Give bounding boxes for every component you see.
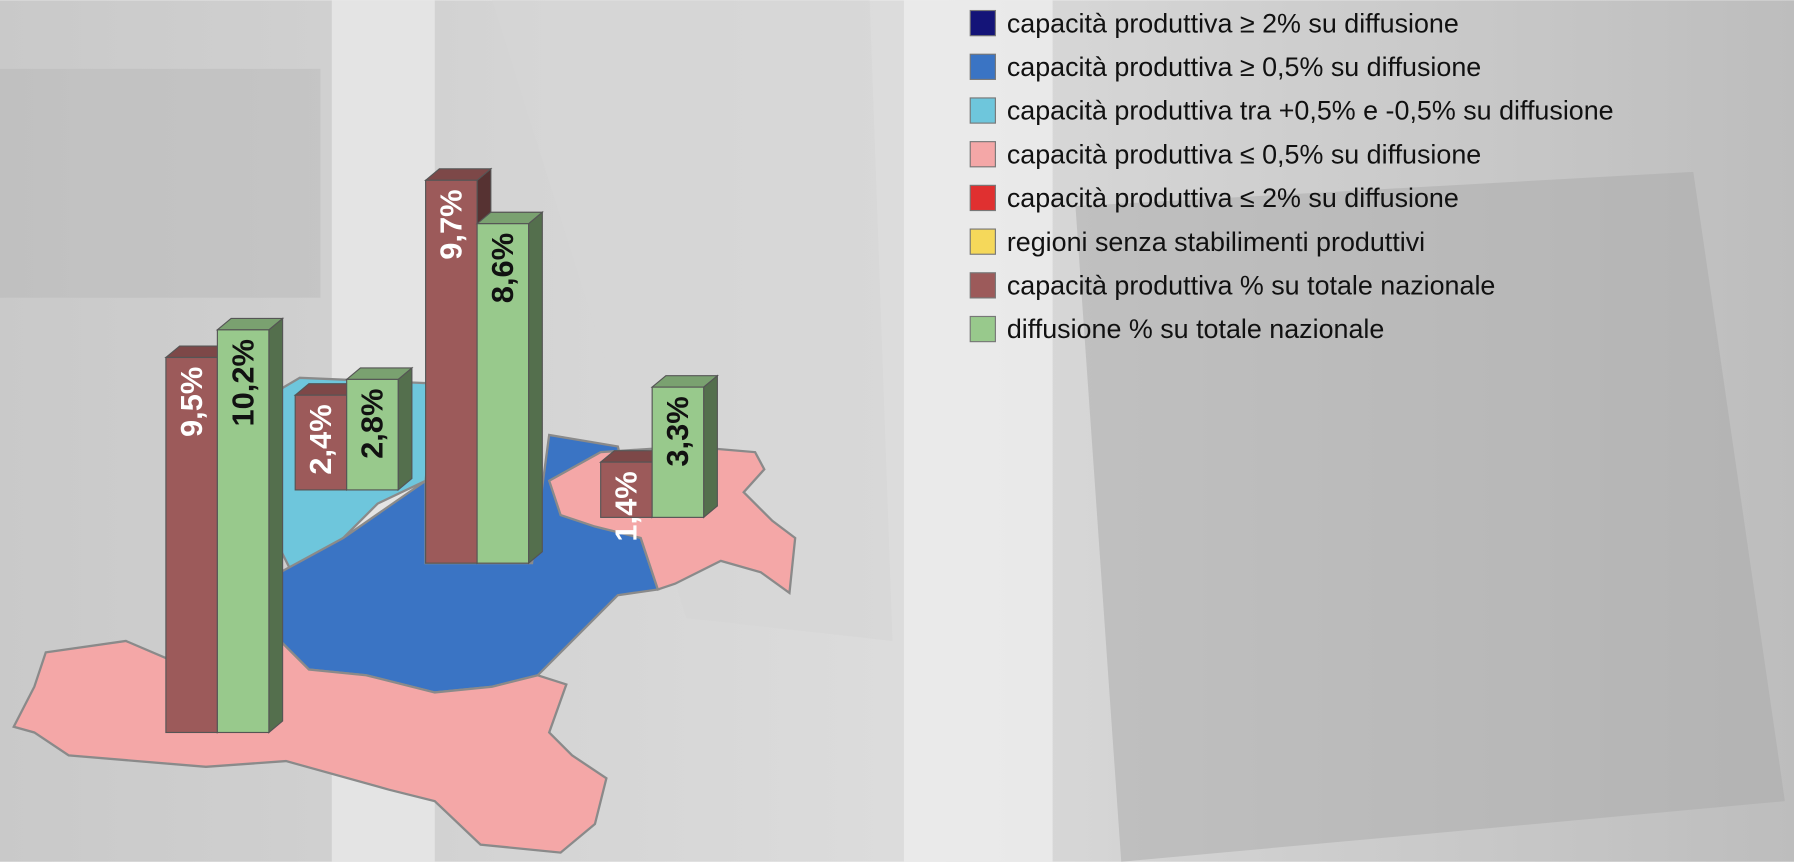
chart: 9,5% 10,2% 2,4% 2,8% 9,7% 8,6% 1,4% 3,3% capaci…	[0, 0, 1794, 862]
legend-swatch	[970, 185, 995, 210]
legend-swatch	[970, 229, 995, 254]
value-label: 3,3%	[660, 396, 695, 466]
value-label: 9,7%	[434, 189, 469, 259]
legend-swatch	[970, 316, 995, 341]
legend-label: capacità produttiva ≤ 2% su diffusione	[1007, 183, 1459, 213]
bar-side	[269, 318, 283, 732]
legend-swatch	[970, 273, 995, 298]
legend-swatch	[970, 142, 995, 167]
legend-label: diffusione % su totale nazionale	[1007, 314, 1385, 344]
legend-label: capacità produttiva ≥ 2% su diffusione	[1007, 8, 1459, 38]
legend-label: capacità produttiva ≥ 0,5% su diffusione	[1007, 52, 1481, 82]
bar-side	[704, 376, 718, 518]
value-label: 1,4%	[609, 471, 644, 541]
legend-label: capacità produttiva tra +0,5% e -0,5% su…	[1007, 96, 1614, 126]
legend-swatch	[970, 11, 995, 36]
legend-label: capacità produttiva % su totale nazional…	[1007, 271, 1496, 301]
bar-side	[529, 212, 543, 563]
legend-swatch	[970, 98, 995, 123]
value-label: 2,8%	[355, 389, 390, 459]
legend-label: capacità produttiva ≤ 0,5% su diffusione	[1007, 139, 1481, 169]
value-label: 2,4%	[303, 404, 338, 474]
value-label: 8,6%	[485, 233, 520, 303]
bar-side	[398, 368, 412, 490]
value-label: 10,2%	[225, 339, 260, 427]
value-label: 9,5%	[174, 367, 209, 437]
legend-label: regioni senza stabilimenti produttivi	[1007, 227, 1425, 257]
legend-swatch	[970, 54, 995, 79]
